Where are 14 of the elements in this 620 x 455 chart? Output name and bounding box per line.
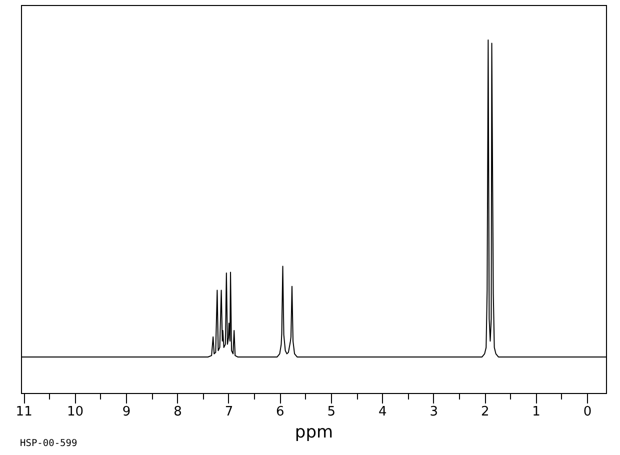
x-tick-label: 11 bbox=[16, 404, 32, 420]
x-tick-label: 1 bbox=[532, 404, 540, 420]
x-axis-title: ppm bbox=[294, 422, 334, 442]
x-tick-label: 10 bbox=[67, 404, 84, 420]
x-tick-label: 2 bbox=[480, 404, 490, 420]
x-tick-label: 7 bbox=[224, 404, 234, 420]
x-tick-label: 0 bbox=[583, 404, 592, 420]
text: HSP-00-599 bbox=[20, 438, 78, 449]
x-tick-label: 4 bbox=[378, 404, 387, 420]
x-tick-label: 9 bbox=[122, 404, 131, 420]
x-tick-label: 6 bbox=[276, 404, 284, 420]
x-tick-label: 5 bbox=[327, 404, 336, 420]
x-tick-label: 8 bbox=[174, 404, 182, 420]
x-tick-label: 3 bbox=[430, 404, 438, 420]
